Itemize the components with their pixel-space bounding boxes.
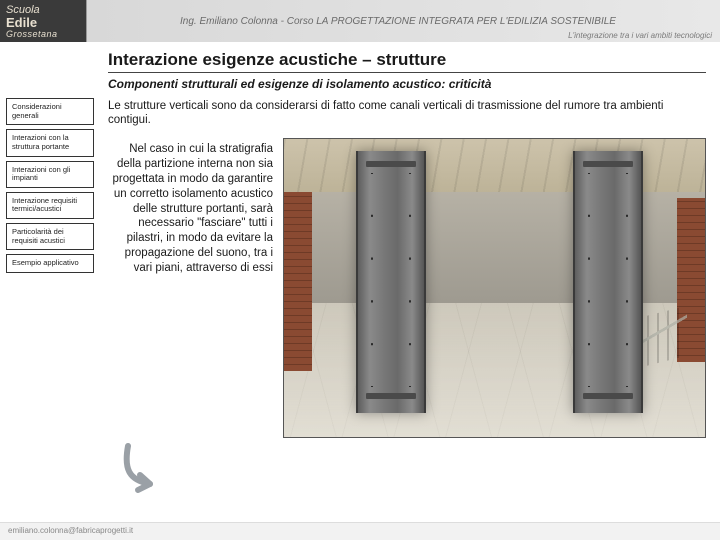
sidebar: Considerazioni generali Interazioni con …	[0, 42, 100, 522]
pillar-figure	[283, 138, 706, 438]
sidebar-item-impianti[interactable]: Interazioni con gli impianti	[6, 161, 94, 188]
page-body: Considerazioni generali Interazioni con …	[0, 42, 720, 522]
arrow-icon	[110, 440, 170, 500]
page-title: Interazione esigenze acustiche – struttu…	[108, 50, 706, 73]
sidebar-item-struttura[interactable]: Interazioni con la struttura portante	[6, 129, 94, 156]
main-content: Interazione esigenze acustiche – struttu…	[100, 42, 720, 522]
footer: emiliano.colonna@fabricaprogetti.it	[0, 522, 720, 540]
body-row: Nel caso in cui la stratigrafia della pa…	[108, 138, 706, 438]
logo-line2: Edile	[6, 16, 80, 30]
page-subtitle: Componenti strutturali ed esigenze di is…	[108, 77, 706, 91]
sidebar-item-termici[interactable]: Interazione requisiti termici/acustici	[6, 192, 94, 219]
footer-email: emiliano.colonna@fabricaprogetti.it	[8, 526, 133, 535]
top-banner: Scuola Edile Grossetana Ing. Emiliano Co…	[0, 0, 720, 42]
sidebar-item-particolarita[interactable]: Particolarità dei requisiti acustici	[6, 223, 94, 250]
course-title: Ing. Emiliano Colonna - Corso LA PROGETT…	[86, 16, 720, 27]
figure-pillar-2	[573, 151, 643, 413]
paragraph: Nel caso in cui la stratigrafia della pa…	[108, 138, 273, 438]
figure-brick-left	[284, 192, 312, 371]
figure-pillar-1	[356, 151, 426, 413]
sidebar-item-esempio[interactable]: Esempio applicativo	[6, 254, 94, 273]
sidebar-item-considerazioni[interactable]: Considerazioni generali	[6, 98, 94, 125]
logo-line3: Grossetana	[6, 30, 80, 40]
course-tagline: L'integrazione tra i vari ambiti tecnolo…	[568, 31, 712, 40]
logo: Scuola Edile Grossetana	[0, 0, 86, 42]
intro-text: Le strutture verticali sono da considera…	[108, 99, 706, 128]
